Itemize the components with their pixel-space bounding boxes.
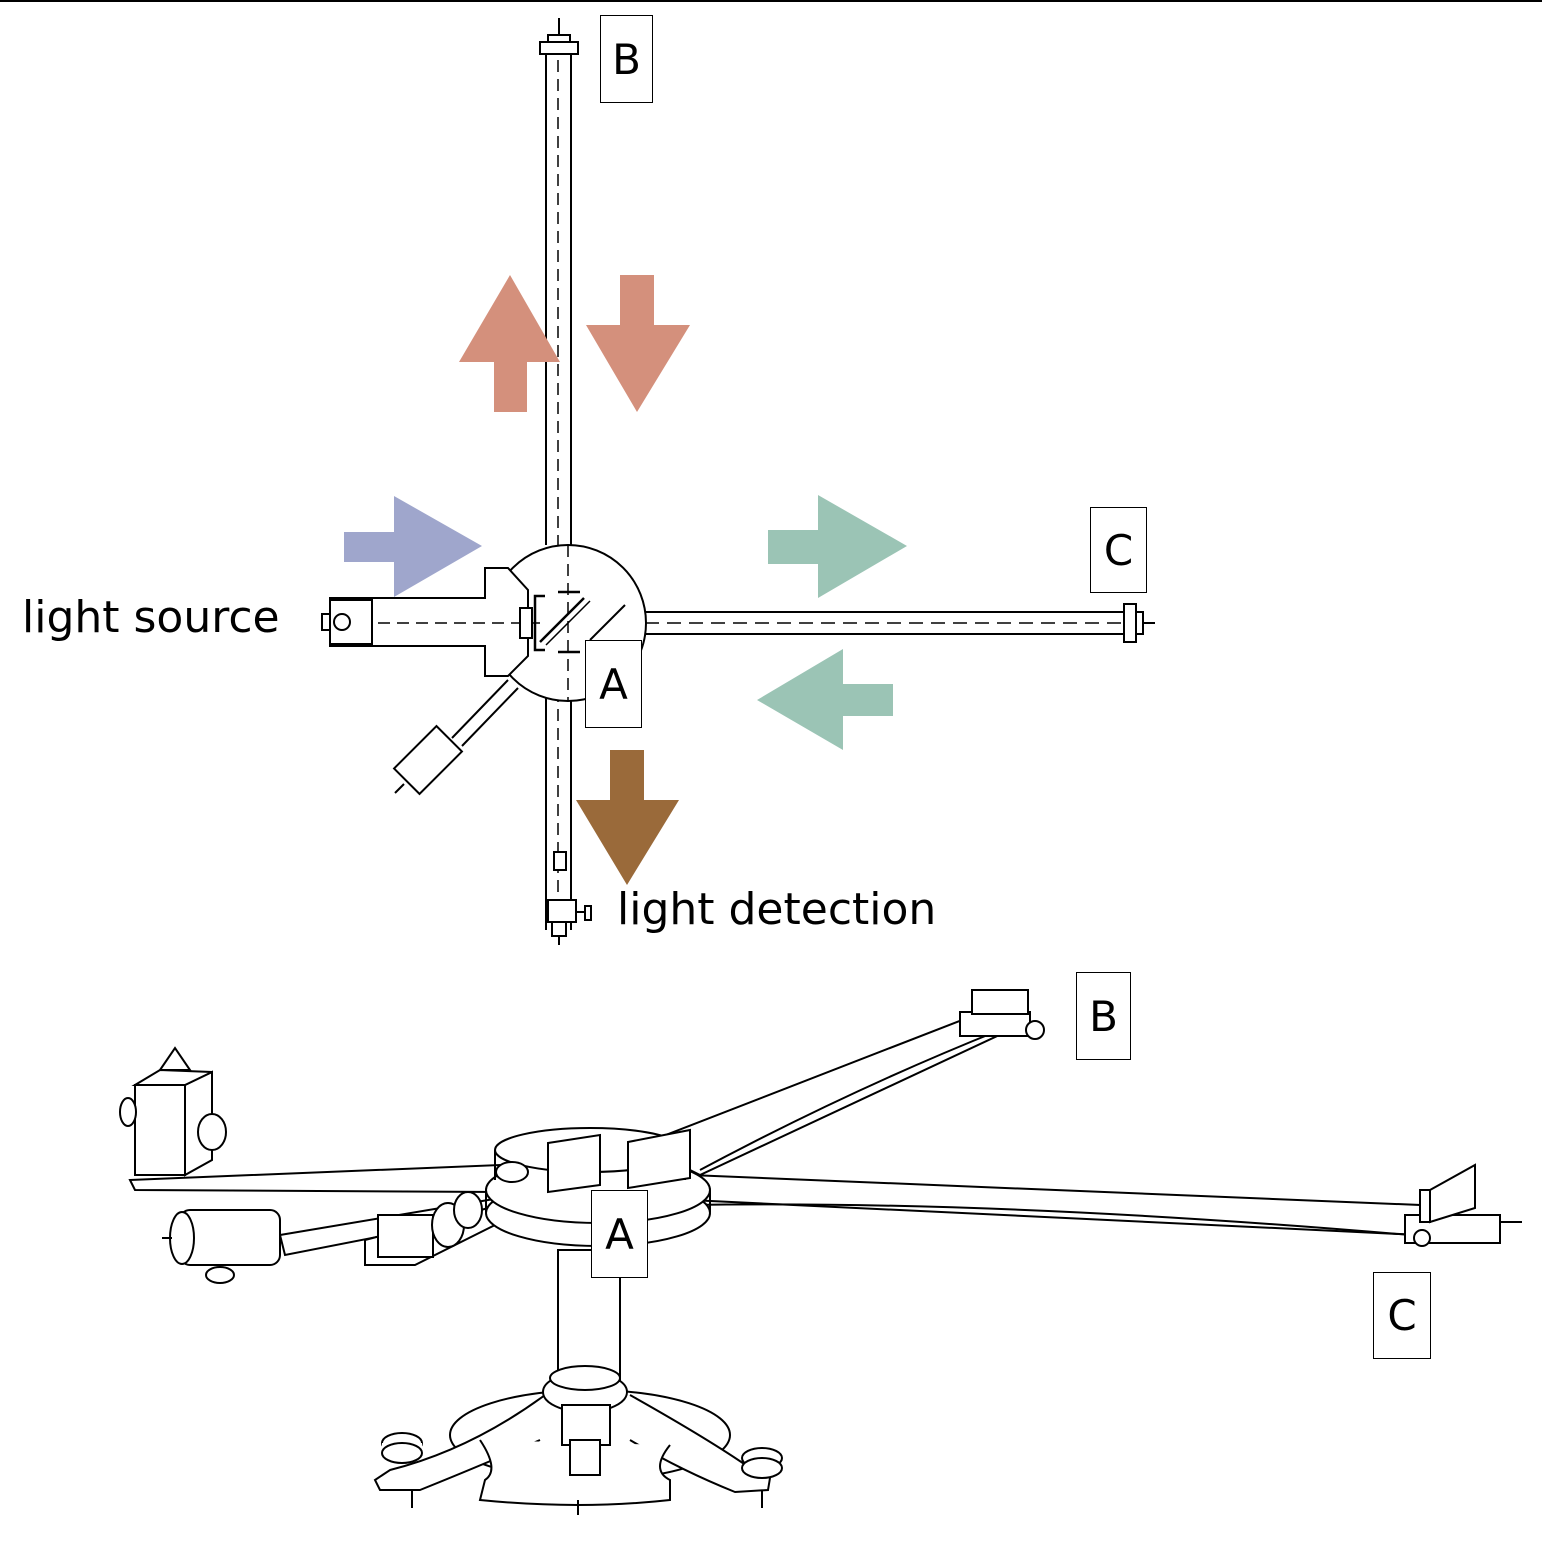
light-source-label: light source xyxy=(22,592,280,643)
beam-splitter xyxy=(519,590,626,654)
perspective-label-b: B xyxy=(1076,972,1131,1060)
top-view-drawing xyxy=(321,18,1155,945)
perspective-label-a: A xyxy=(591,1190,648,1278)
arm-b xyxy=(539,18,579,545)
perspective-arm-c xyxy=(689,1163,1522,1247)
light-detection-label: light detection xyxy=(617,884,937,935)
top-label-b: B xyxy=(600,15,653,103)
top-label-a: A xyxy=(585,640,642,728)
arm-b-returning-arrow xyxy=(586,275,690,412)
perspective-drawing xyxy=(119,989,1522,1515)
beam-arrows xyxy=(344,275,907,885)
output-light-arrow xyxy=(576,750,679,885)
arm-c-outgoing-arrow xyxy=(768,495,907,598)
perspective-label-c: C xyxy=(1373,1272,1431,1359)
perspective-arm-b xyxy=(637,989,1045,1177)
arm-detector xyxy=(545,690,592,945)
arm-c-returning-arrow xyxy=(757,649,893,750)
arm-source xyxy=(321,567,540,677)
arm-b-outgoing-arrow xyxy=(459,275,560,412)
perspective-arm-source xyxy=(119,1046,501,1194)
tripod-base xyxy=(373,1389,783,1515)
perspective-compensator xyxy=(162,1191,507,1284)
incoming-light-arrow xyxy=(344,496,482,597)
compensator-arm xyxy=(392,679,519,796)
top-label-c: C xyxy=(1090,507,1147,593)
arm-c xyxy=(640,603,1155,643)
